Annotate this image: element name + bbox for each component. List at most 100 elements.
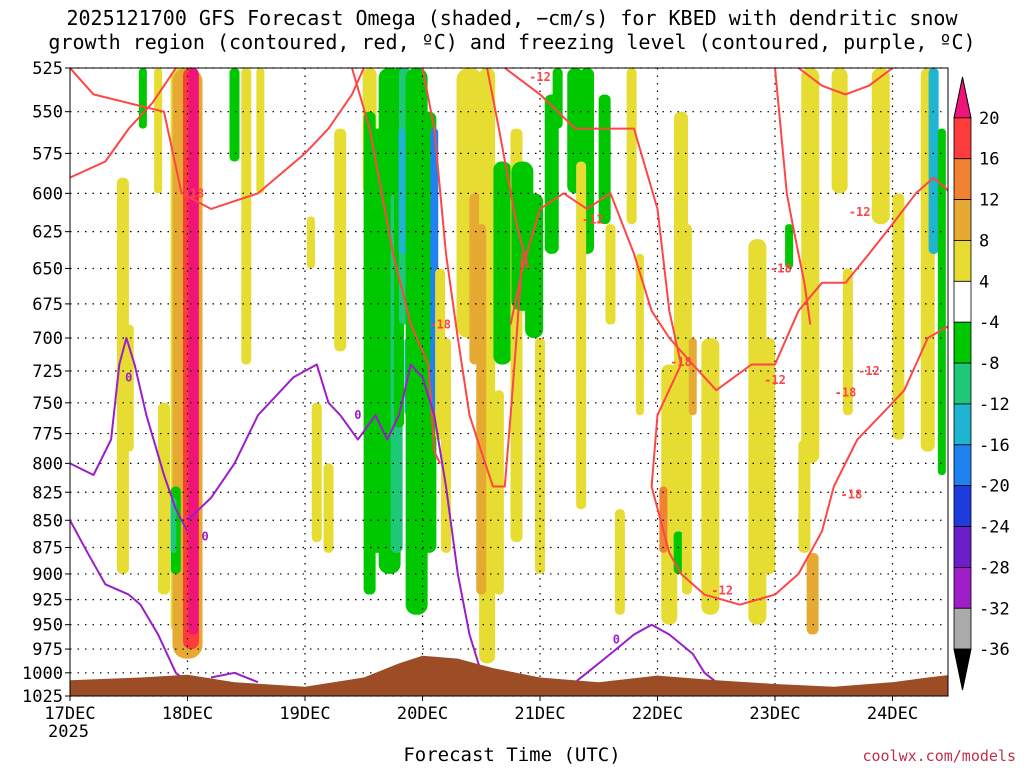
freezing-contour-label: 0 bbox=[613, 632, 620, 646]
y-tick-label: 800 bbox=[32, 454, 63, 474]
x-tick-label: 18DEC bbox=[162, 704, 213, 724]
dgz-contour bbox=[797, 68, 894, 96]
y-tick-label: 825 bbox=[32, 483, 63, 503]
omega-cell bbox=[116, 177, 129, 574]
colorbar-swatch bbox=[953, 444, 972, 487]
y-tick-label: 950 bbox=[32, 616, 63, 636]
omega-cell bbox=[334, 128, 347, 352]
colorbar-label: -32 bbox=[979, 599, 1010, 619]
omega-cell bbox=[785, 224, 794, 269]
x-axis-label: Forecast Time (UTC) bbox=[403, 744, 621, 766]
dgz-contour-label: -18 bbox=[841, 488, 863, 502]
colorbar-swatch bbox=[953, 280, 972, 323]
omega-cell bbox=[493, 161, 512, 365]
y-tick-label: 525 bbox=[32, 59, 63, 79]
y-tick-label: 625 bbox=[32, 223, 63, 243]
y-tick-label: 725 bbox=[32, 362, 63, 382]
dgz-contour bbox=[70, 68, 365, 210]
dgz-contour-label: -12 bbox=[764, 373, 786, 387]
omega-cell bbox=[323, 463, 334, 553]
omega-cell bbox=[831, 68, 848, 194]
freezing-contour-label: 0 bbox=[202, 530, 209, 544]
colorbar-swatch bbox=[953, 403, 972, 446]
omega-cell bbox=[605, 224, 616, 325]
dgz-contour-label: -18 bbox=[770, 261, 792, 275]
dgz-contour-label: -12 bbox=[858, 364, 880, 378]
colorbar-label: -8 bbox=[979, 354, 999, 374]
colorbar-label: 20 bbox=[979, 109, 999, 129]
colorbar-label: -20 bbox=[979, 477, 1010, 497]
colorbar-swatch bbox=[953, 607, 972, 650]
y-tick-label: 600 bbox=[32, 184, 63, 204]
freezing-contour-label: 0 bbox=[125, 370, 132, 384]
omega-cell bbox=[681, 224, 692, 595]
dgz-contour-label: -12 bbox=[849, 205, 871, 219]
colorbar-cap-top bbox=[953, 76, 972, 119]
x-tick-label: 19DEC bbox=[279, 704, 330, 724]
colorbar-label: -36 bbox=[979, 640, 1010, 660]
omega-cell bbox=[892, 193, 905, 440]
omega-cell bbox=[635, 253, 644, 416]
x-tick-label: 21DEC bbox=[514, 704, 565, 724]
dgz-contour-label: -12 bbox=[529, 70, 551, 84]
omega-cell bbox=[229, 68, 240, 162]
colorbar-swatch bbox=[953, 240, 972, 282]
chart-title: 2025121700 GFS Forecast Omega (shaded, −… bbox=[0, 6, 1024, 54]
colorbar-swatch bbox=[953, 362, 972, 405]
y-tick-label: 675 bbox=[32, 295, 63, 315]
colorbar-label: 8 bbox=[979, 231, 989, 251]
omega-cell bbox=[701, 338, 720, 615]
dgz-contour-label: -18 bbox=[183, 186, 205, 200]
y-tick-label: 1025 bbox=[22, 687, 63, 707]
y-tick-label: 750 bbox=[32, 394, 63, 414]
colorbar-swatch bbox=[953, 321, 972, 364]
title-line-1: 2025121700 GFS Forecast Omega (shaded, −… bbox=[66, 6, 958, 30]
omega-cell bbox=[626, 68, 637, 225]
credit-link[interactable]: coolwx.com/models bbox=[862, 747, 1016, 765]
freezing-contour bbox=[70, 519, 189, 683]
omega-cell bbox=[937, 128, 946, 476]
omega-shading bbox=[116, 68, 946, 664]
omega-cell bbox=[241, 68, 252, 365]
omega-cell bbox=[576, 161, 587, 510]
omega-cell bbox=[311, 402, 322, 543]
omega-cell bbox=[158, 402, 170, 595]
y-tick-label: 850 bbox=[32, 511, 63, 531]
dgz-contour bbox=[486, 68, 530, 269]
freezing-contour-label: 0 bbox=[354, 408, 361, 422]
omega-cell bbox=[138, 68, 147, 129]
omega-cell bbox=[552, 68, 563, 129]
omega-cell bbox=[688, 338, 697, 416]
omega-cell bbox=[748, 239, 767, 625]
y-tick-label: 650 bbox=[32, 259, 63, 279]
omega-cell bbox=[806, 552, 819, 635]
omega-cell bbox=[476, 224, 487, 595]
dgz-contour bbox=[504, 68, 948, 606]
x-tick-label: 17DEC bbox=[44, 704, 95, 724]
contour-lines bbox=[70, 68, 948, 696]
terrain-fill bbox=[70, 655, 948, 696]
dgz-contour bbox=[509, 176, 948, 392]
colorbar-label: 4 bbox=[979, 272, 989, 292]
dgz-contour-label: -12 bbox=[582, 213, 604, 227]
omega-cell bbox=[170, 497, 177, 553]
omega-cell bbox=[398, 128, 407, 254]
dgz-contour bbox=[70, 68, 177, 179]
dgz-contour-label: -12 bbox=[711, 583, 733, 597]
colorbar-swatch bbox=[953, 567, 972, 609]
y-tick-label: 775 bbox=[32, 425, 63, 445]
omega-cell bbox=[154, 68, 163, 194]
colorbar-swatch bbox=[953, 485, 972, 527]
colorbar-label: 12 bbox=[979, 191, 999, 211]
freezing-contour bbox=[562, 623, 724, 696]
y-tick-label: 975 bbox=[32, 640, 63, 660]
terrain-area bbox=[70, 655, 948, 696]
colorbar-swatch bbox=[953, 158, 972, 201]
title-line-2: growth region (contoured, red, ºC) and f… bbox=[48, 30, 976, 54]
colorbar-swatch bbox=[953, 199, 972, 241]
colorbar-label: -12 bbox=[979, 395, 1010, 415]
omega-cell bbox=[598, 94, 611, 225]
x-axis-ticks: 17DEC 18DEC 19DEC 20DEC 21DEC 22DEC 23DEC 24DEC bbox=[44, 696, 918, 724]
omega-cell bbox=[871, 68, 890, 225]
